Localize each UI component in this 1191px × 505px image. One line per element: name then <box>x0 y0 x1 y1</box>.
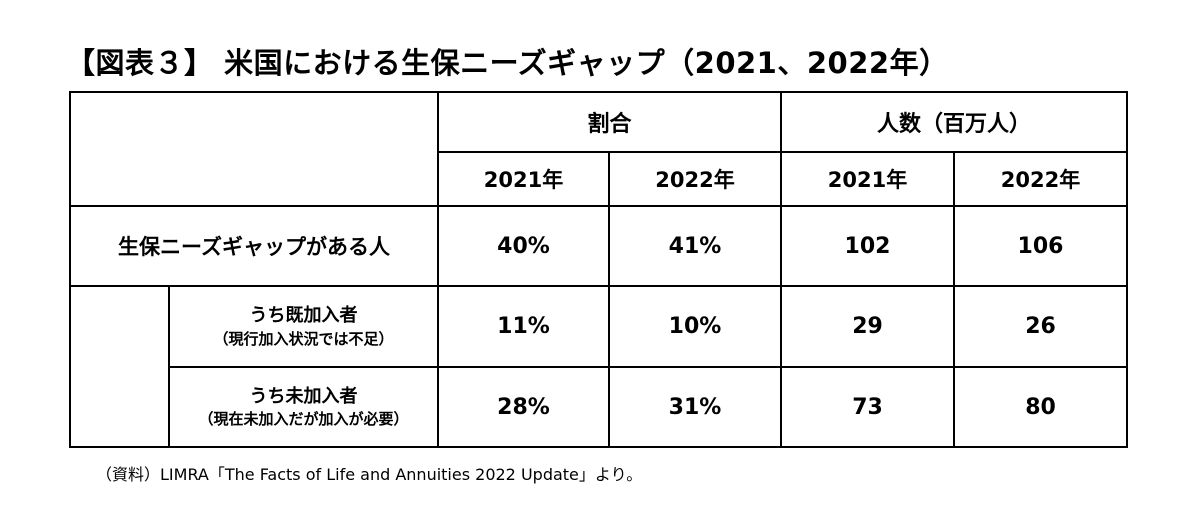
row-label-insured-main: うち既加入者 <box>249 305 358 327</box>
table-row: うち未加入者 （現在未加入だが加入が必要） 28% 31% 73 80 <box>70 366 1129 448</box>
header-empty-cell <box>69 91 439 207</box>
table-row: うち既加入者 （現行加入状況では不足） 11% 10% 29 26 <box>69 285 1129 448</box>
cell-count-2022: 106 <box>953 205 1129 287</box>
row-label-uninsured: うち未加入者 （現在未加入だが加入が必要） <box>168 366 439 448</box>
header-year-count-2022: 2022年 <box>953 151 1129 207</box>
cell-count-2021: 29 <box>780 285 956 368</box>
needs-gap-table: 割合 人数（百万人） 2021年 2022年 2021年 2022年 生保ニーズ… <box>69 91 1129 448</box>
row-label-insured: うち既加入者 （現行加入状況では不足） <box>168 285 439 368</box>
header-year-ratio-2022: 2022年 <box>607 151 783 207</box>
row-label-insured-note: （現行加入状況では不足） <box>213 329 394 348</box>
figure-title: 【図表３】 米国における生保ニーズギャップ（2021、2022年） <box>66 46 949 80</box>
header-year-count-2021: 2021年 <box>780 151 956 207</box>
cell-ratio-2022: 31% <box>607 366 783 448</box>
row-label-needs-gap: 生保ニーズギャップがある人 <box>69 205 439 287</box>
cell-count-2021: 102 <box>780 205 956 287</box>
source-note: （資料）LIMRA「The Facts of Life and Annuitie… <box>96 465 643 484</box>
cell-ratio-2021: 40% <box>437 205 610 287</box>
row-label-uninsured-note: （現在未加入だが加入が必要） <box>198 410 409 429</box>
cell-count-2022: 80 <box>953 366 1129 448</box>
table-row: 生保ニーズギャップがある人 40% 41% 102 106 <box>69 205 1129 287</box>
header-year-ratio-2021: 2021年 <box>437 151 610 207</box>
cell-count-2021: 73 <box>780 366 956 448</box>
header-row-years: 2021年 2022年 2021年 2022年 <box>70 151 1129 207</box>
cell-ratio-2021: 28% <box>437 366 610 448</box>
header-ratio: 割合 <box>436 91 783 153</box>
row-label-uninsured-main: うち未加入者 <box>249 385 358 407</box>
header-row-group: 割合 人数（百万人） <box>69 91 1129 207</box>
cell-count-2022: 26 <box>953 285 1129 368</box>
cell-ratio-2022: 10% <box>607 285 783 368</box>
cell-ratio-2022: 41% <box>607 205 783 287</box>
cell-ratio-2021: 11% <box>437 285 610 368</box>
header-count: 人数（百万人） <box>780 91 1129 153</box>
indent-cell <box>69 285 170 448</box>
